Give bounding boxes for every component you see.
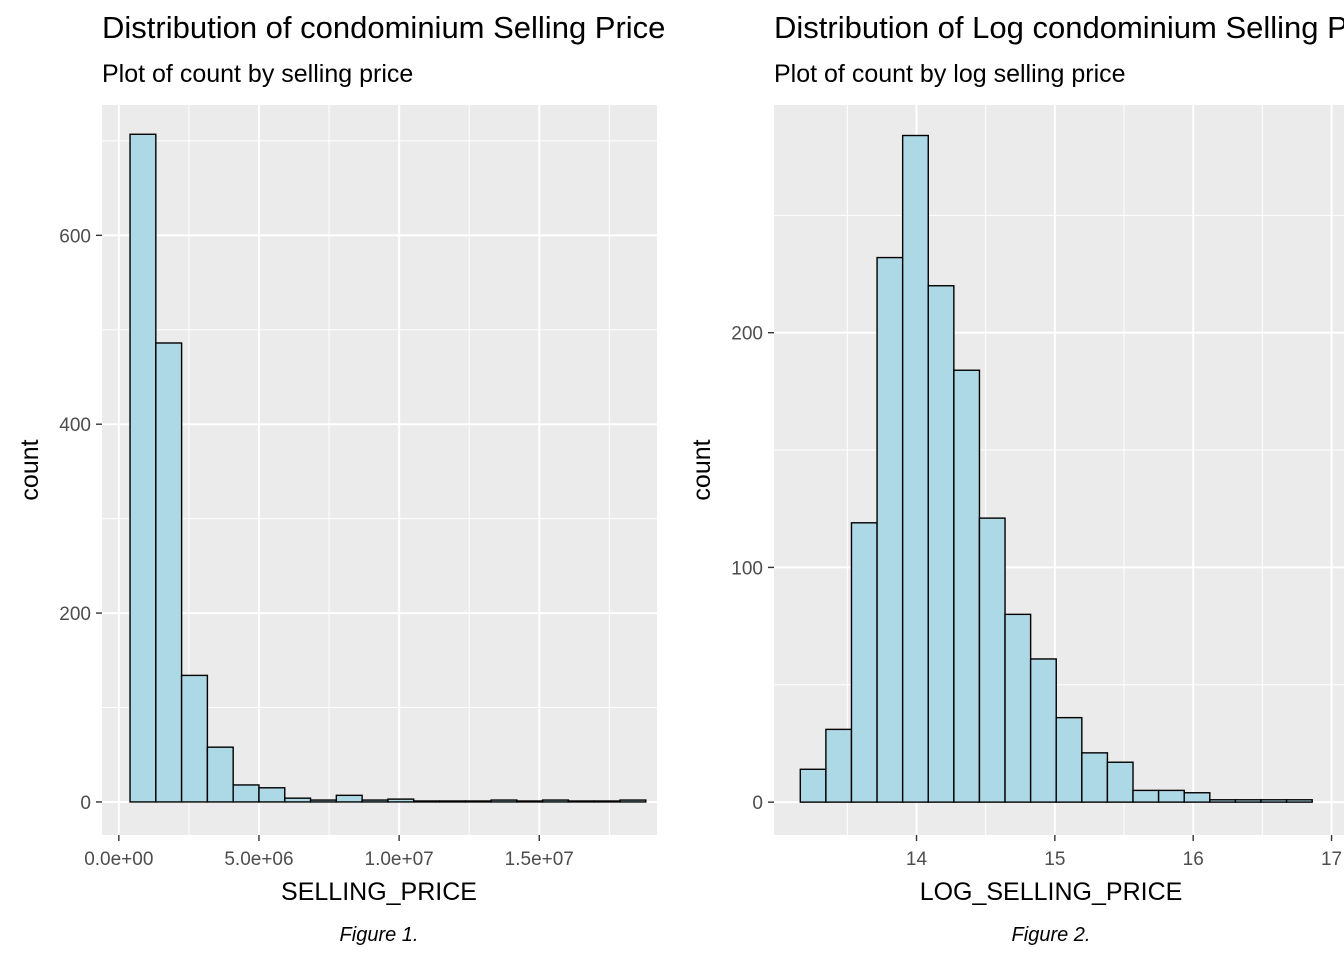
y-tick-label: 600 xyxy=(59,226,91,247)
y-tick-label: 0 xyxy=(80,793,91,814)
y-tick-label: 200 xyxy=(59,604,91,625)
histogram-bar xyxy=(284,797,312,803)
grid-major xyxy=(102,105,657,835)
histogram-bar xyxy=(335,794,363,803)
x-tick-label: 16 xyxy=(1183,849,1204,870)
histogram-bar xyxy=(1183,792,1211,803)
histogram-bar xyxy=(1055,716,1083,803)
histogram-bars xyxy=(799,134,1313,803)
histogram-bar xyxy=(309,799,338,803)
x-tick-label: 15 xyxy=(1044,849,1065,870)
histogram-bar xyxy=(438,800,466,803)
histogram-bar xyxy=(1260,799,1288,803)
x-tick-label: 14 xyxy=(906,849,928,870)
chart-subtitle: Plot of count by log selling price xyxy=(774,60,1126,88)
histogram-bar xyxy=(464,800,492,803)
histogram-bar xyxy=(258,787,286,803)
histogram-bar xyxy=(1004,613,1032,803)
histogram-bar xyxy=(1157,789,1185,803)
histogram-bar xyxy=(516,800,544,803)
histogram-bar xyxy=(876,256,904,803)
histogram-bar xyxy=(206,746,234,803)
histogram-bar xyxy=(490,799,518,803)
chart-panel-log-price: 14 15 16 17 0 100 200 LOG_SELLING_PRICE count… xyxy=(672,0,1344,960)
histogram-bar xyxy=(978,517,1006,803)
histogram-bar xyxy=(953,369,981,803)
y-tick-label: 0 xyxy=(752,793,763,814)
grid-minor xyxy=(102,105,657,835)
y-tick-label: 100 xyxy=(731,558,763,579)
grid-minor xyxy=(774,105,1344,835)
histogram-bar xyxy=(155,342,183,803)
histogram-bar xyxy=(1132,789,1160,803)
x-axis-label: LOG_SELLING_PRICE xyxy=(920,878,1183,906)
chart-panel-price: 0.0e+00 5.0e+06 1.0e+07 1.5e+07 0 200 400 600 … xyxy=(16,10,666,946)
histogram-price: 0.0e+00 5.0e+06 1.0e+07 1.5e+07 0200400600 … xyxy=(16,105,657,946)
histogram-bar xyxy=(1029,658,1057,803)
y-axis-ticks: 0 200 400 600 xyxy=(59,226,102,814)
histogram-bar xyxy=(825,728,853,803)
histogram-bar xyxy=(361,799,389,803)
histogram-bar xyxy=(541,799,570,803)
histogram-bar xyxy=(1106,761,1134,803)
x-tick-label: 0.0e+00 xyxy=(84,849,153,870)
histogram-bar xyxy=(619,799,647,803)
x-axis-label: SELLING_PRICE xyxy=(281,878,477,906)
histogram-bar xyxy=(567,800,595,803)
y-axis-label: count xyxy=(688,439,716,500)
chart-title: Distribution of condominium Selling Pric… xyxy=(102,10,666,45)
histogram-bar xyxy=(180,674,209,803)
histogram-bar xyxy=(850,522,878,803)
histogram-bar xyxy=(412,800,441,803)
histogram-bar xyxy=(593,800,621,803)
chart-subtitle: Plot of count by selling price xyxy=(102,60,414,88)
histogram-bar xyxy=(1234,799,1262,803)
histogram-bars xyxy=(129,133,647,803)
histogram-bar xyxy=(232,784,260,803)
y-axis-ticks: 0 100 200 xyxy=(731,324,774,814)
histogram-bar xyxy=(1209,799,1237,803)
y-axis-label: count xyxy=(16,439,44,500)
chart-title: Distribution of Log condominium Selling … xyxy=(774,10,1344,45)
histogram-bar xyxy=(1081,752,1109,803)
figure-caption: Figure 2. xyxy=(1012,924,1091,946)
figure-caption: Figure 1. xyxy=(340,924,419,946)
x-axis-ticks: 0.0e+00 5.0e+06 1.0e+07 1.5e+07 xyxy=(84,835,574,870)
y-tick-label: 400 xyxy=(59,415,91,436)
histogram-bar xyxy=(1285,799,1313,803)
x-tick-label: 1.0e+07 xyxy=(365,849,434,870)
x-tick-label: 5.0e+06 xyxy=(224,849,293,870)
histogram-bar xyxy=(129,133,157,803)
histogram-bar xyxy=(901,134,929,803)
x-axis-ticks: 14 15 16 17 xyxy=(906,835,1342,870)
histogram-bar xyxy=(927,285,955,803)
histogram-log-price: 14 15 16 17 0 100 200 LOG_SELLING_PRICE count… xyxy=(688,105,1344,946)
histogram-bar xyxy=(387,798,415,803)
y-tick-label: 200 xyxy=(731,324,763,345)
histogram-bar xyxy=(799,768,827,803)
x-tick-label: 1.5e+07 xyxy=(505,849,574,870)
x-tick-label: 17 xyxy=(1321,849,1342,870)
